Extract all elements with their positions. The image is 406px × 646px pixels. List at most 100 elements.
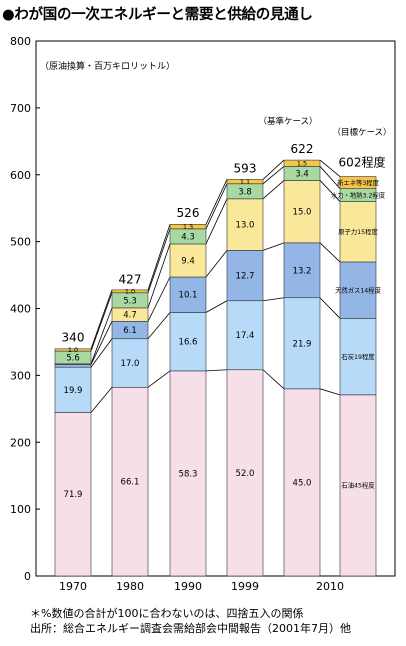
total-label: 427 (119, 272, 142, 286)
segment-label-coal: 16.6 (179, 338, 198, 348)
bar-gas-2 (169, 276, 207, 313)
bar-coal-2 (169, 312, 207, 372)
bar-gas-3 (226, 250, 264, 302)
connector-line (262, 159, 285, 180)
segment-label-oil: 石油45程度 (341, 481, 375, 490)
bar-oil-1 (111, 386, 149, 577)
segment-label-oil: 66.1 (121, 478, 140, 488)
x-tick-label: 2010 (316, 580, 344, 593)
segment-label-new: 1.0 (125, 288, 135, 296)
connector-line (319, 166, 341, 189)
segment-label-gas: 天然ガス14程度 (335, 285, 381, 294)
y-tick-label: 700 (10, 102, 31, 115)
bar-nuclear-4 (283, 180, 321, 244)
y-tick-label: 600 (10, 169, 31, 182)
bar-coal-0 (54, 366, 92, 413)
segment-label-oil: 45.0 (293, 478, 312, 488)
bar-gas-5 (339, 261, 377, 319)
segment-label-nuclear: 15.0 (293, 208, 312, 218)
segment-label-hydro: 3.4 (295, 169, 309, 179)
total-label: 526 (177, 206, 200, 220)
connector-line (319, 159, 341, 177)
segment-label-coal: 石炭19程度 (341, 352, 375, 361)
connector-line (319, 180, 341, 202)
bar-nuclear-3 (226, 198, 264, 251)
connector-line (90, 321, 113, 365)
connector-line (262, 369, 285, 390)
segment-label-coal: 17.0 (121, 359, 140, 369)
bar-new-3 (226, 179, 264, 185)
total-label: 622 (291, 142, 314, 156)
connector-line (147, 370, 171, 388)
connector-line (90, 387, 113, 413)
bar-new-0 (54, 348, 92, 352)
connector-line (205, 250, 228, 278)
bar-coal-1 (111, 338, 149, 388)
y-tick-label: 200 (10, 436, 31, 449)
segment-label-hydro: 5.6 (66, 353, 80, 363)
connector-line (205, 300, 228, 313)
segment-label-gas: 13.2 (293, 266, 312, 276)
case-label-target: （目標ケース） (332, 127, 391, 138)
bar-nuclear-2 (169, 243, 207, 278)
segment-label-nuclear: 原子力15程度 (338, 227, 378, 236)
connector-line (319, 242, 341, 263)
x-tick-label: 1999 (231, 580, 259, 593)
connector-line (319, 297, 341, 319)
bar-new-4 (283, 159, 321, 167)
bar-coal-5 (339, 318, 377, 396)
connector-line (90, 307, 113, 364)
bar-coal-3 (226, 300, 264, 371)
segment-label-new: 1.3 (183, 223, 193, 231)
x-tick-label: 1980 (116, 580, 144, 593)
connector-line (262, 297, 285, 302)
y-tick-label: 400 (10, 303, 31, 316)
total-label: 602程度 (339, 154, 386, 169)
segment-label-oil: 52.0 (236, 469, 255, 479)
chart-labels: 71.9 66.1 58.3 52.0 45.0 石油45程度 19.9 17.0 16.6 17… (62, 116, 392, 500)
bar-oil-2 (169, 370, 207, 577)
bar-oil-5 (339, 394, 377, 577)
unit-label: （原油換算・百万キロリットル） (40, 60, 175, 72)
y-tick-label: 0 (24, 570, 31, 583)
segment-label-gas: 10.1 (179, 291, 198, 301)
segment-label-oil: 71.9 (64, 490, 83, 500)
segment-label-new: 1.1 (240, 178, 250, 186)
connector-line (262, 166, 285, 185)
total-label: 340 (62, 331, 85, 345)
connector-line (90, 338, 113, 368)
connector-line (147, 312, 171, 339)
segment-label-gas: 12.7 (236, 272, 255, 282)
case-label-baseline: （基準ケース） (258, 116, 317, 127)
segment-label-nuclear: 13.0 (236, 221, 255, 231)
segment-label-hydro: 3.8 (238, 187, 252, 197)
y-tick-label: 100 (10, 503, 31, 516)
y-tick-label: 500 (10, 236, 31, 249)
segment-label-hydro: 4.3 (181, 232, 195, 242)
segment-label-nuclear: 9.4 (181, 256, 195, 266)
segment-label-hydro: 5.3 (123, 296, 137, 306)
segment-label-gas: 6.1 (123, 326, 137, 336)
chart-title: ●わが国の一次エネルギーと需要と供給の見通し (2, 7, 313, 23)
footnote-source: 出所：総合エネルギー調査会需給部会中間報告（2001年7月）他 (30, 622, 351, 635)
total-label: 593 (234, 161, 257, 175)
segment-label-new: 1.5 (297, 159, 307, 167)
bar-oil-0 (54, 412, 92, 577)
x-tick-label: 1970 (59, 580, 87, 593)
bar-gas-4 (283, 242, 321, 299)
footnote-rounding: ＊%数値の合計が100に合わないのは、四捨五入の関係 (30, 607, 304, 620)
bar-coal-4 (283, 297, 321, 390)
bar-new-2 (169, 224, 207, 230)
connector-line (90, 292, 113, 352)
connector-line (147, 276, 171, 322)
segment-label-nuclear: 4.7 (123, 311, 137, 321)
connector-line (205, 369, 228, 372)
connector-line (147, 243, 171, 309)
bar-oil-4 (283, 388, 321, 577)
y-tick-label: 300 (10, 369, 31, 382)
segment-label-new: 1.0 (68, 346, 78, 354)
segment-label-hydro: 水力・地熱3.2程度 (331, 190, 386, 199)
bar-new-1 (111, 289, 149, 294)
bar-oil-3 (226, 369, 264, 577)
connector-line (319, 388, 341, 396)
